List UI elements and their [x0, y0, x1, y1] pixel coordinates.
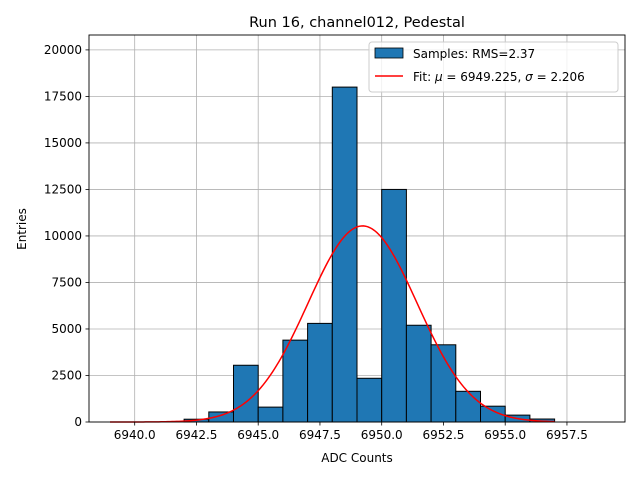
x-tick-label: 6940.0 — [114, 428, 156, 442]
x-axis-label: ADC Counts — [321, 451, 393, 465]
plot-frame — [88, 34, 626, 423]
histogram-bar — [455, 390, 482, 423]
histogram-bar — [356, 377, 383, 423]
y-tick-label: 10000 — [44, 229, 82, 243]
y-tick-label: 20000 — [44, 43, 82, 57]
x-tick-label: 6942.5 — [175, 428, 217, 442]
y-axis-label: Entries — [15, 208, 29, 250]
legend-fit-label: Fit: μ = 6949.225, σ = 2.206 — [413, 70, 585, 84]
chart-title: Run 16, channel012, Pedestal — [249, 15, 465, 31]
x-tick-label: 6947.5 — [299, 428, 341, 442]
histogram-bar — [307, 322, 333, 423]
y-tick-label: 12500 — [44, 182, 82, 196]
x-tick-label: 6957.5 — [546, 428, 588, 442]
histogram-bar — [405, 324, 432, 423]
legend: Samples: RMS=2.37 Fit: μ = 6949.225, σ =… — [368, 41, 619, 93]
histogram-bar — [331, 86, 358, 423]
legend-hist-swatch — [374, 47, 404, 59]
y-tick-label: 15000 — [44, 136, 82, 150]
axis-ticks: 6940.0 6942.5 6945.0 6947.5 6950.0 6952.5 6955… — [44, 43, 588, 442]
histogram-bars — [183, 86, 556, 423]
x-tick-label: 6955.0 — [484, 428, 526, 442]
legend-box — [368, 41, 619, 93]
x-tick-label: 6945.0 — [237, 428, 279, 442]
y-tick-label: 7500 — [51, 275, 82, 289]
fit-curve — [109, 225, 555, 423]
legend-hist-label: Samples: RMS=2.37 — [413, 47, 535, 61]
y-tick-label: 2500 — [51, 368, 82, 382]
x-tick-label: 6952.5 — [422, 428, 464, 442]
histogram-bar — [381, 188, 407, 423]
x-tick-label: 6950.0 — [361, 428, 403, 442]
y-tick-label: 0 — [74, 415, 82, 429]
y-tick-label: 17500 — [44, 89, 82, 103]
histogram-bar — [282, 339, 309, 423]
histogram-bar — [257, 406, 284, 423]
y-tick-label: 5000 — [51, 322, 82, 336]
